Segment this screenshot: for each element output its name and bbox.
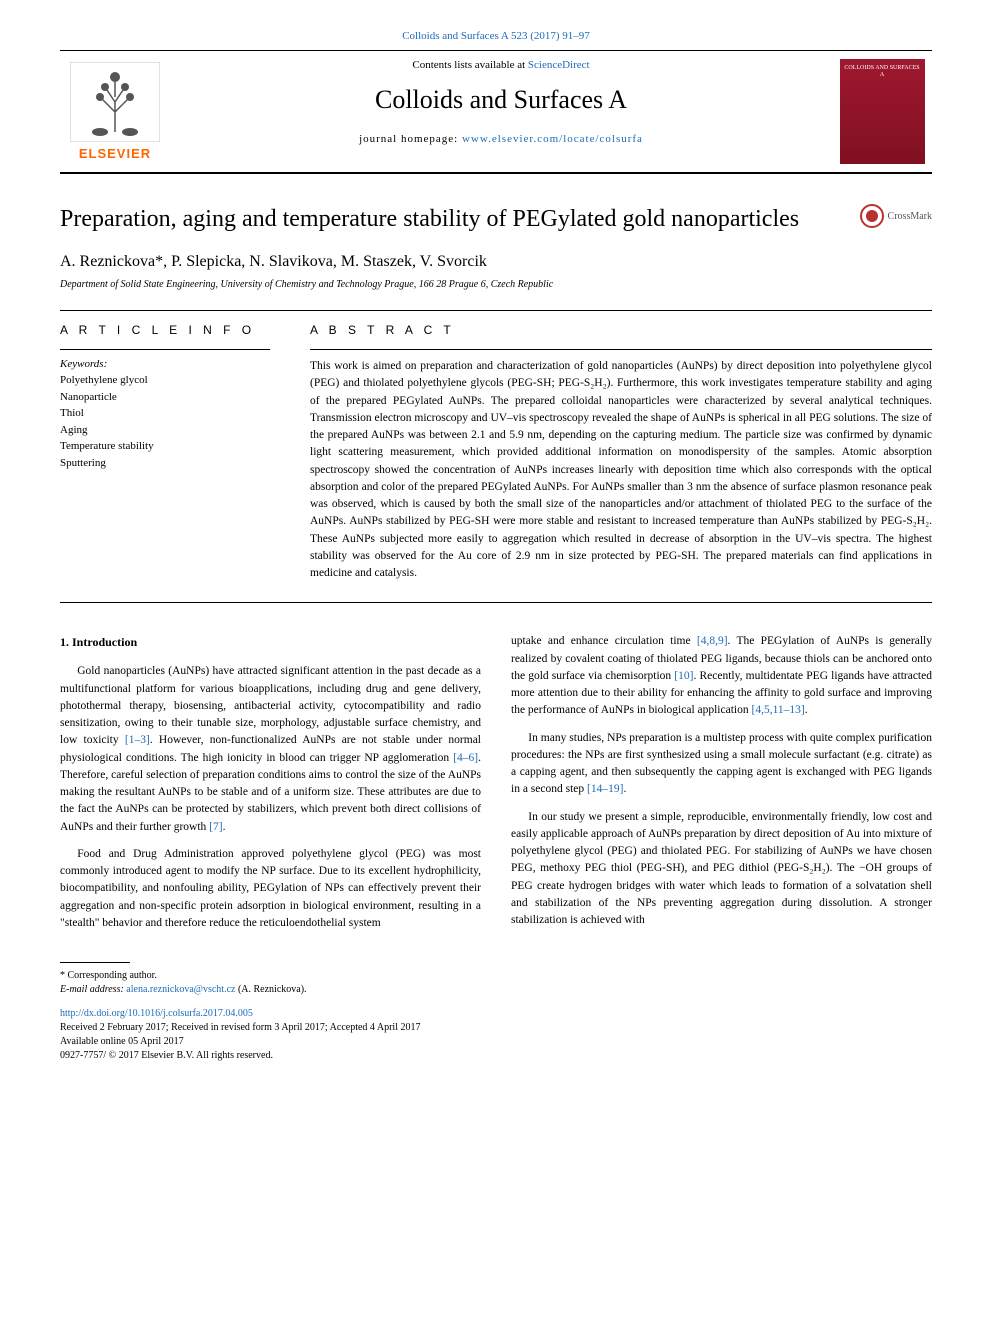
crossmark-icon: [860, 204, 884, 228]
abstract-section: A B S T R A C T This work is aimed on pr…: [310, 323, 932, 582]
reference-link[interactable]: [4,5,11–13]: [751, 704, 804, 716]
keyword: Sputtering: [60, 455, 270, 472]
contents-prefix: Contents lists available at: [412, 59, 527, 71]
abstract-text: This work is aimed on preparation and ch…: [310, 358, 932, 582]
authors: A. Reznickova*, P. Slepicka, N. Slavikov…: [60, 253, 932, 271]
corresponding-author: * Corresponding author.: [60, 969, 932, 983]
keyword: Temperature stability: [60, 438, 270, 455]
cover-title: COLLOIDS AND SURFACES A: [844, 65, 921, 79]
crossmark-label: CrossMark: [888, 211, 932, 222]
sciencedirect-link[interactable]: ScienceDirect: [528, 59, 590, 71]
article-info-heading: A R T I C L E I N F O: [60, 323, 270, 337]
divider: [60, 349, 270, 350]
reference-link[interactable]: [1–3]: [125, 734, 150, 746]
homepage-link[interactable]: www.elsevier.com/locate/colsurfa: [462, 133, 643, 145]
intro-paragraph-1: Gold nanoparticles (AuNPs) have attracte…: [60, 663, 481, 836]
email-line: E-mail address: alena.reznickova@vscht.c…: [60, 983, 932, 997]
body-left-column: 1. Introduction Gold nanoparticles (AuNP…: [60, 633, 481, 942]
intro-paragraph-5: In our study we present a simple, reprod…: [511, 809, 932, 930]
elsevier-label: ELSEVIER: [79, 146, 151, 161]
journal-cover: COLLOIDS AND SURFACES A: [832, 51, 932, 172]
journal-citation-link[interactable]: Colloids and Surfaces A 523 (2017) 91–97: [402, 30, 590, 42]
copyright-line: 0927-7757/ © 2017 Elsevier B.V. All righ…: [60, 1049, 932, 1063]
elsevier-tree-icon: [70, 62, 160, 142]
article-title: Preparation, aging and temperature stabi…: [60, 204, 860, 235]
divider: [60, 602, 932, 603]
keyword: Aging: [60, 422, 270, 439]
introduction-heading: 1. Introduction: [60, 633, 481, 651]
homepage-prefix: journal homepage:: [359, 133, 462, 145]
received-line: Received 2 February 2017; Received in re…: [60, 1021, 932, 1035]
keyword: Thiol: [60, 405, 270, 422]
cover-image: COLLOIDS AND SURFACES A: [840, 59, 925, 164]
keyword: Polyethylene glycol: [60, 372, 270, 389]
divider: [60, 310, 932, 311]
footer-divider: [60, 962, 130, 963]
intro-paragraph-2: Food and Drug Administration approved po…: [60, 846, 481, 932]
journal-citation: Colloids and Surfaces A 523 (2017) 91–97: [60, 30, 932, 42]
reference-link[interactable]: [7]: [209, 821, 222, 833]
author-email-link[interactable]: alena.reznickova@vscht.cz: [126, 984, 235, 995]
intro-paragraph-3: uptake and enhance circulation time [4,8…: [511, 633, 932, 719]
reference-link[interactable]: [4–6]: [453, 752, 478, 764]
crossmark-badge[interactable]: CrossMark: [860, 204, 932, 228]
body-columns: 1. Introduction Gold nanoparticles (AuNP…: [60, 633, 932, 942]
keyword: Nanoparticle: [60, 389, 270, 406]
divider: [310, 349, 932, 350]
abstract-heading: A B S T R A C T: [310, 323, 932, 337]
available-line: Available online 05 April 2017: [60, 1035, 932, 1049]
journal-name: Colloids and Surfaces A: [180, 85, 822, 115]
journal-header: ELSEVIER Contents lists available at Sci…: [60, 50, 932, 174]
affiliation: Department of Solid State Engineering, U…: [60, 279, 932, 290]
contents-line: Contents lists available at ScienceDirec…: [180, 59, 822, 71]
footer: * Corresponding author. E-mail address: …: [60, 969, 932, 1063]
reference-link[interactable]: [10]: [674, 670, 693, 682]
body-right-column: uptake and enhance circulation time [4,8…: [511, 633, 932, 942]
keywords-label: Keywords:: [60, 358, 270, 370]
reference-link[interactable]: [4,8,9]: [697, 635, 728, 647]
homepage-line: journal homepage: www.elsevier.com/locat…: [180, 133, 822, 145]
doi-link[interactable]: http://dx.doi.org/10.1016/j.colsurfa.201…: [60, 1008, 253, 1019]
intro-paragraph-4: In many studies, NPs preparation is a mu…: [511, 730, 932, 799]
article-info-section: A R T I C L E I N F O Keywords: Polyethy…: [60, 323, 270, 582]
reference-link[interactable]: [14–19]: [587, 783, 623, 795]
header-center: Contents lists available at ScienceDirec…: [170, 51, 832, 172]
elsevier-logo: ELSEVIER: [60, 51, 170, 172]
